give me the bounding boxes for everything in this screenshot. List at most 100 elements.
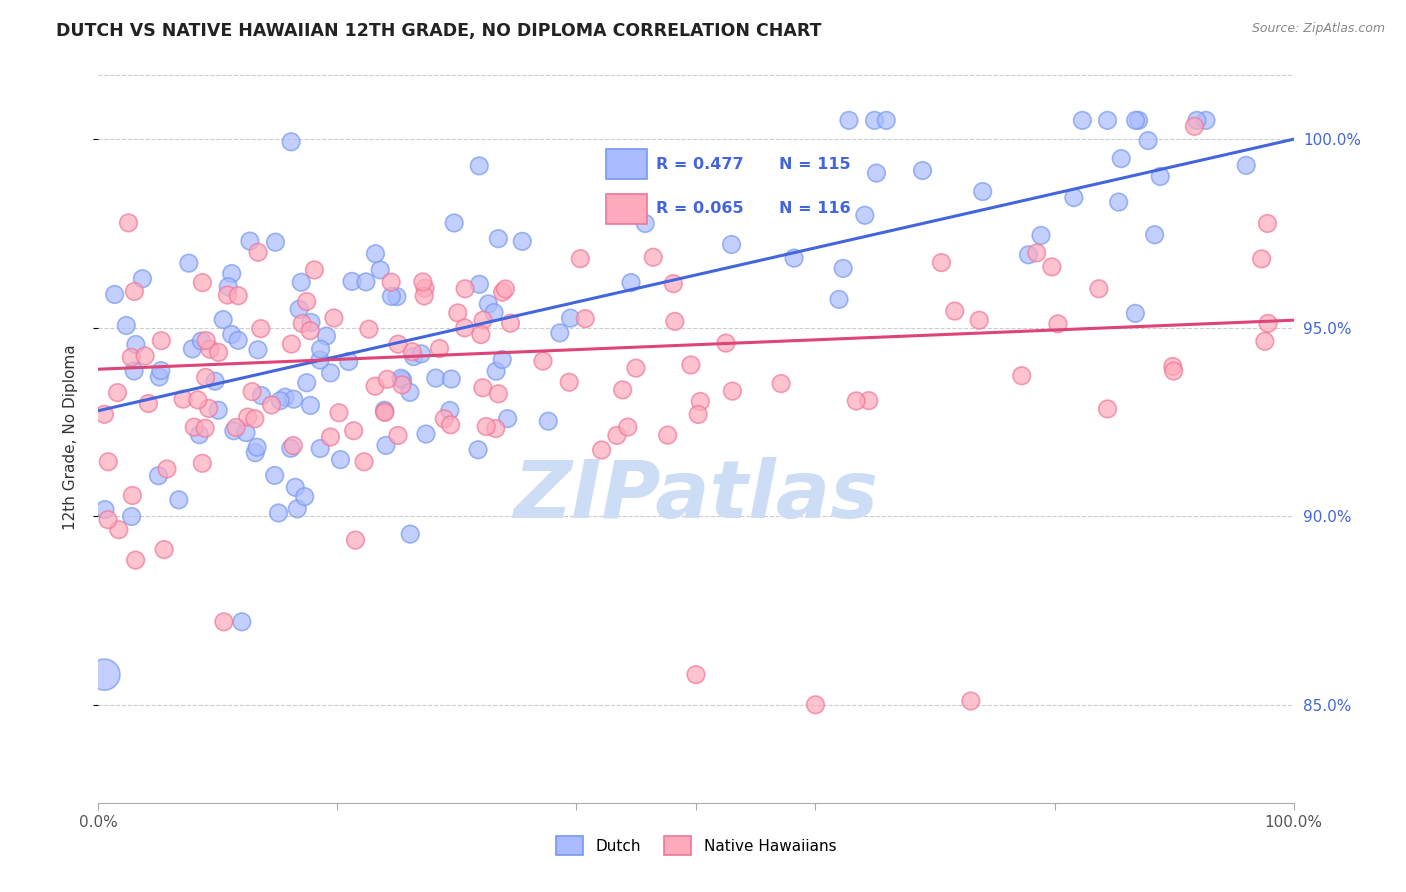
Point: [283, 392, 305, 407]
Point: [295, 376, 318, 390]
Point: [1128, 113, 1150, 128]
Point: [375, 372, 398, 386]
Point: [243, 412, 266, 426]
Point: [385, 290, 408, 304]
Point: [236, 410, 259, 425]
Point: [183, 420, 205, 434]
Point: [121, 509, 143, 524]
Point: [150, 334, 173, 348]
Point: [226, 288, 249, 302]
Point: [838, 113, 860, 128]
Legend: Dutch, Native Hawaiians: Dutch, Native Hawaiians: [550, 830, 842, 861]
Point: [387, 428, 409, 442]
Point: [399, 527, 422, 541]
Point: [217, 288, 239, 302]
Point: [832, 261, 855, 276]
Point: [177, 256, 200, 270]
Point: [309, 442, 332, 456]
Point: [375, 438, 398, 452]
Point: [322, 310, 344, 325]
Point: [124, 553, 146, 567]
Point: [250, 388, 273, 402]
Point: [496, 411, 519, 425]
Point: [439, 403, 461, 417]
Point: [858, 393, 880, 408]
Point: [198, 343, 221, 357]
Point: [470, 327, 492, 342]
Point: [657, 428, 679, 442]
Point: [380, 275, 402, 289]
Point: [249, 321, 271, 335]
Point: [291, 317, 314, 331]
Point: [212, 312, 235, 326]
Point: [1029, 228, 1052, 243]
Point: [612, 383, 634, 397]
Point: [240, 384, 263, 399]
Point: [783, 251, 806, 265]
Point: [967, 313, 990, 327]
Text: ZIPatlas: ZIPatlas: [513, 457, 879, 534]
Point: [411, 347, 433, 361]
Point: [401, 344, 423, 359]
Point: [197, 401, 219, 416]
Point: [148, 468, 170, 483]
Point: [865, 166, 887, 180]
Point: [387, 337, 409, 351]
Point: [853, 208, 876, 222]
Point: [1184, 120, 1206, 134]
Point: [931, 255, 953, 269]
Point: [343, 424, 366, 438]
Point: [1185, 113, 1208, 128]
Point: [357, 322, 380, 336]
Point: [94, 502, 117, 516]
Point: [274, 390, 297, 404]
Point: [845, 394, 868, 409]
Point: [531, 354, 554, 368]
Point: [679, 358, 702, 372]
Point: [299, 316, 322, 330]
Point: [124, 285, 146, 299]
Point: [374, 405, 396, 419]
Point: [475, 419, 498, 434]
Point: [714, 336, 737, 351]
Point: [1163, 364, 1185, 378]
Point: [634, 217, 657, 231]
Point: [911, 163, 934, 178]
Point: [285, 501, 308, 516]
Point: [207, 403, 229, 417]
Text: Source: ZipAtlas.com: Source: ZipAtlas.com: [1251, 22, 1385, 36]
Y-axis label: 12th Grade, No Diploma: 12th Grade, No Diploma: [63, 344, 77, 530]
Point: [191, 456, 214, 470]
Point: [472, 313, 495, 327]
Point: [239, 234, 262, 248]
Point: [1109, 152, 1132, 166]
Point: [1257, 317, 1279, 331]
Point: [315, 329, 337, 343]
Point: [1234, 158, 1257, 172]
Point: [486, 386, 509, 401]
Point: [319, 366, 342, 380]
Point: [468, 277, 491, 292]
Point: [245, 446, 267, 460]
Point: [689, 394, 711, 409]
Point: [1040, 260, 1063, 274]
Point: [960, 694, 983, 708]
Point: [120, 351, 142, 365]
Point: [190, 334, 212, 348]
Point: [548, 326, 571, 340]
Point: [471, 381, 494, 395]
Point: [117, 216, 139, 230]
Point: [415, 427, 437, 442]
Point: [221, 327, 243, 342]
Point: [402, 350, 425, 364]
Point: [284, 480, 307, 494]
Point: [364, 379, 387, 393]
Point: [491, 285, 513, 300]
Point: [108, 523, 131, 537]
Point: [231, 615, 253, 629]
Point: [195, 334, 218, 348]
Point: [439, 417, 461, 432]
Point: [380, 289, 402, 303]
Point: [191, 276, 214, 290]
Point: [447, 306, 470, 320]
